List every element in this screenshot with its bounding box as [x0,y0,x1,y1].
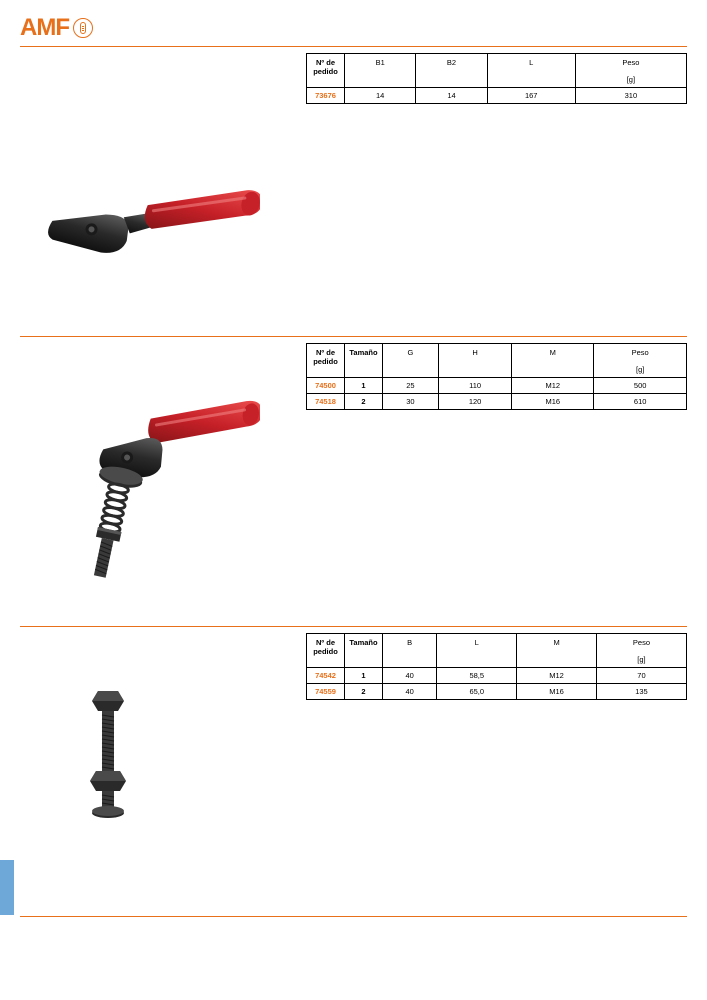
col-peso: Peso[g] [596,634,686,668]
table-row: 74500 1 25 110 M12 500 [307,378,687,394]
product-illustration-3 [20,627,294,906]
brand-text: AMF [20,14,69,42]
table-row: 73676 14 14 167 310 [307,88,687,104]
col-order: Nº de pedido [307,54,345,88]
table-row: 74559 2 40 65,0 M16 135 [307,684,687,700]
page-header: AMF [0,0,707,46]
cell: M12 [517,668,597,684]
cell: 110 [438,378,511,394]
cell: 25 [383,378,439,394]
cell: 500 [594,378,687,394]
col-m: M [512,344,594,378]
product-illustration-2 [20,337,294,616]
col-order: Nº de pedido [307,344,345,378]
cell: 14 [416,88,487,104]
cell: 30 [383,394,439,410]
spec-table-1: Nº de pedido B1 B2 L Peso[g] 73676 14 14… [306,53,687,104]
cell: 65,0 [437,684,517,700]
cell: 58,5 [437,668,517,684]
cell: 1 [345,378,383,394]
spec-section-2: Nº de pedido Tamaño G H M Peso[g] 74500 … [20,336,687,626]
spec-section-3: Nº de pedido Tamaño B L M Peso[g] 74542 … [20,626,687,916]
page-tab [0,860,14,915]
table-row: 74518 2 30 120 M16 610 [307,394,687,410]
cell: 2 [345,684,383,700]
col-b2: B2 [416,54,487,88]
cell: 1 [345,668,383,684]
cell: 40 [383,684,437,700]
col-order: Nº de pedido [307,634,345,668]
brand-logo: AMF [20,14,687,42]
footer-rule [20,916,687,917]
order-id: 74542 [307,668,345,684]
order-id: 74559 [307,684,345,700]
spec-table-3: Nº de pedido Tamaño B L M Peso[g] 74542 … [306,633,687,700]
cell: M16 [512,394,594,410]
cell: 167 [487,88,575,104]
col-size: Tamaño [345,634,383,668]
spec-section-1: Nº de pedido B1 B2 L Peso[g] 73676 14 14… [20,46,687,336]
col-b: B [383,634,437,668]
cell: 40 [383,668,437,684]
product-illustration-1 [20,47,294,326]
col-peso: Peso[g] [594,344,687,378]
order-id: 73676 [307,88,345,104]
brand-logo-icon [73,18,93,38]
col-m: M [517,634,597,668]
col-g: G [383,344,439,378]
col-size: Tamaño [345,344,383,378]
cell: M16 [517,684,597,700]
cell: 70 [596,668,686,684]
order-id: 74500 [307,378,345,394]
col-l: L [437,634,517,668]
col-peso: Peso[g] [575,54,686,88]
col-b1: B1 [345,54,416,88]
cell: 310 [575,88,686,104]
col-h: H [438,344,511,378]
cell: 610 [594,394,687,410]
cell: 2 [345,394,383,410]
cell: 120 [438,394,511,410]
cell: M12 [512,378,594,394]
col-l: L [487,54,575,88]
spec-table-2: Nº de pedido Tamaño G H M Peso[g] 74500 … [306,343,687,410]
order-id: 74518 [307,394,345,410]
cell: 135 [596,684,686,700]
table-row: 74542 1 40 58,5 M12 70 [307,668,687,684]
cell: 14 [345,88,416,104]
